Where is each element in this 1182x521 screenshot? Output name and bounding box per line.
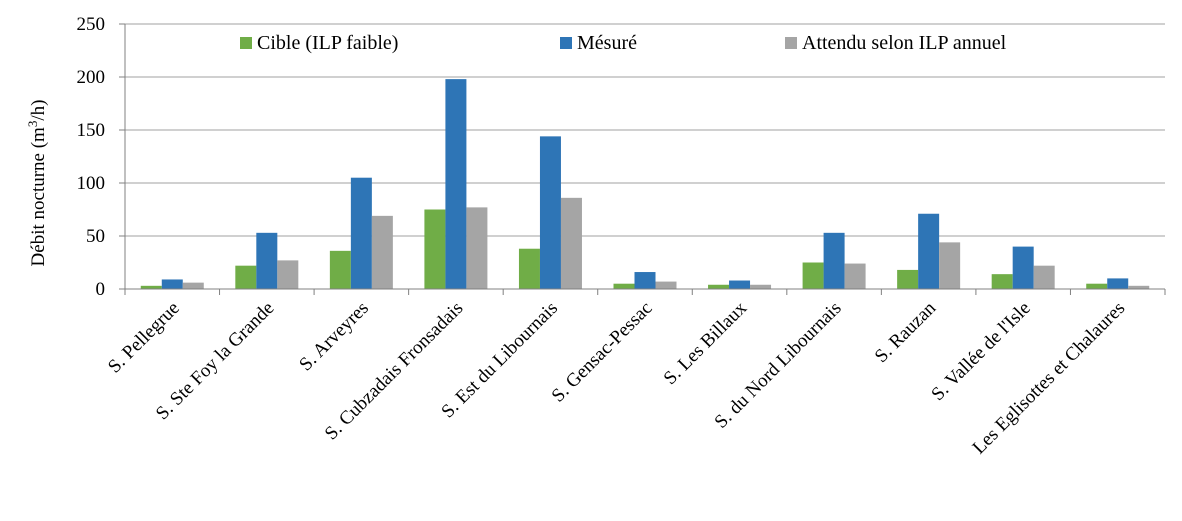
y-tick-label: 50 [86, 226, 105, 247]
y-axis-title: Débit nocturne (m3/h) [25, 100, 49, 267]
y-tick-label: 0 [96, 279, 106, 300]
bar [329, 250, 351, 289]
bar [256, 232, 278, 289]
bar [182, 282, 204, 289]
bar [277, 260, 299, 289]
gridlines [125, 23, 1165, 237]
bar [991, 274, 1013, 289]
bar [729, 280, 751, 289]
bar [655, 281, 677, 289]
legend-label: Mésuré [577, 32, 637, 54]
legend-swatch [785, 37, 797, 49]
bar [350, 177, 372, 289]
legend: Cible (ILP faible) Mésuré Attendu selon IL… [240, 32, 1007, 54]
bar [1128, 285, 1150, 289]
bar [823, 232, 845, 289]
legend-label: Cible (ILP faible) [257, 32, 398, 54]
bar [539, 136, 561, 289]
bar [844, 263, 866, 289]
axes [119, 23, 1166, 295]
legend-label: Attendu selon ILP annuel [802, 32, 1007, 54]
bars [140, 79, 1150, 290]
bar [1033, 265, 1055, 289]
y-tick-label: 150 [77, 120, 106, 141]
bar [708, 284, 730, 289]
x-tick-label: S. Arveyres [295, 298, 373, 376]
bar [466, 207, 488, 289]
legend-swatch [240, 37, 252, 49]
bar [1086, 283, 1108, 289]
y-tick-label: 250 [77, 14, 106, 35]
bar [613, 283, 635, 289]
bar [371, 215, 393, 289]
bar [235, 265, 257, 289]
bar [445, 79, 467, 290]
y-tick-labels: 0 50 100 150 200 250 [77, 14, 106, 300]
x-tick-label: S. Pellegrue [104, 298, 184, 378]
bar [161, 279, 183, 289]
bar [1107, 278, 1129, 289]
bar [560, 197, 582, 289]
x-tick-label: Les Eglisottes et Chalaures [969, 298, 1130, 459]
y-tick-label: 200 [77, 67, 106, 88]
x-tick-label: S. Vallée de l'Isle [927, 298, 1034, 405]
bar [1012, 246, 1034, 289]
bar [897, 269, 919, 289]
x-tick-label: S. Gensac-Pessac [548, 298, 657, 407]
y-tick-label: 100 [77, 173, 106, 194]
bar [140, 285, 162, 289]
legend-swatch [560, 37, 572, 49]
bar [750, 284, 772, 289]
x-tick-label: S. Les Billaux [660, 297, 752, 389]
bar [802, 262, 824, 289]
bar [939, 242, 961, 289]
bar [424, 209, 446, 289]
bar [918, 213, 940, 289]
bar [634, 272, 656, 289]
bar [518, 248, 540, 289]
x-tick-label: S. Rauzan [871, 297, 941, 367]
